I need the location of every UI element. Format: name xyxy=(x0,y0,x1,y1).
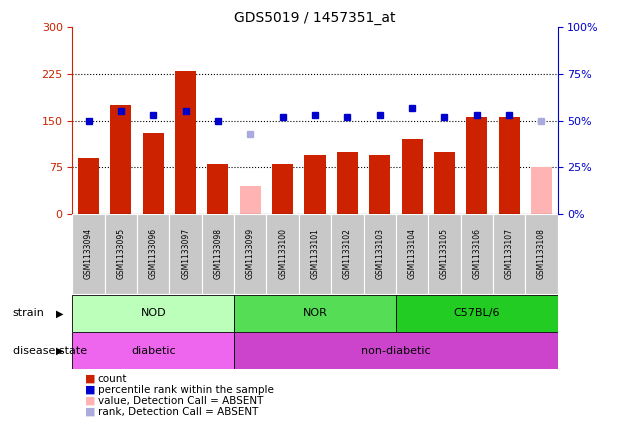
Text: GSM1133108: GSM1133108 xyxy=(537,228,546,279)
Text: NOD: NOD xyxy=(140,308,166,319)
Bar xyxy=(531,167,552,214)
Bar xyxy=(434,151,455,214)
Bar xyxy=(72,332,234,369)
Text: ■: ■ xyxy=(85,396,96,406)
Text: non-diabetic: non-diabetic xyxy=(361,346,431,356)
Bar xyxy=(207,164,229,214)
Bar xyxy=(337,151,358,214)
Bar xyxy=(175,71,196,214)
Text: count: count xyxy=(98,374,127,384)
Text: value, Detection Call = ABSENT: value, Detection Call = ABSENT xyxy=(98,396,263,406)
Text: ▶: ▶ xyxy=(56,346,64,356)
Bar xyxy=(266,214,299,294)
Text: ■: ■ xyxy=(85,385,96,395)
Text: GSM1133105: GSM1133105 xyxy=(440,228,449,279)
Bar xyxy=(202,214,234,294)
Bar xyxy=(105,214,137,294)
Bar xyxy=(169,214,202,294)
Text: disease state: disease state xyxy=(13,346,87,356)
Bar xyxy=(72,214,105,294)
Bar xyxy=(234,332,558,369)
Text: rank, Detection Call = ABSENT: rank, Detection Call = ABSENT xyxy=(98,407,258,417)
Bar xyxy=(466,118,487,214)
Bar xyxy=(299,214,331,294)
Text: GSM1133094: GSM1133094 xyxy=(84,228,93,279)
Bar xyxy=(461,214,493,294)
Text: diabetic: diabetic xyxy=(131,346,176,356)
Text: GSM1133095: GSM1133095 xyxy=(117,228,125,279)
Bar xyxy=(137,214,169,294)
Bar xyxy=(493,214,525,294)
Text: GSM1133103: GSM1133103 xyxy=(375,228,384,279)
Bar xyxy=(304,155,326,214)
Text: GSM1133097: GSM1133097 xyxy=(181,228,190,279)
Text: ▶: ▶ xyxy=(56,308,64,319)
Bar xyxy=(240,186,261,214)
Bar xyxy=(78,158,99,214)
Bar xyxy=(143,133,164,214)
Text: strain: strain xyxy=(13,308,45,319)
Bar xyxy=(272,164,293,214)
Text: GSM1133096: GSM1133096 xyxy=(149,228,158,279)
Text: GSM1133099: GSM1133099 xyxy=(246,228,255,279)
Text: NOR: NOR xyxy=(302,308,328,319)
Text: GSM1133101: GSM1133101 xyxy=(311,228,319,279)
Bar xyxy=(364,214,396,294)
Bar xyxy=(234,214,266,294)
Bar xyxy=(428,214,461,294)
Text: GSM1133098: GSM1133098 xyxy=(214,228,222,279)
Text: C57BL/6: C57BL/6 xyxy=(454,308,500,319)
Bar xyxy=(396,295,558,332)
Bar xyxy=(369,155,390,214)
Bar xyxy=(525,214,558,294)
Bar xyxy=(72,295,234,332)
Bar xyxy=(396,214,428,294)
Bar xyxy=(110,105,132,214)
Text: GSM1133100: GSM1133100 xyxy=(278,228,287,279)
Text: percentile rank within the sample: percentile rank within the sample xyxy=(98,385,273,395)
Bar xyxy=(401,139,423,214)
Text: GSM1133106: GSM1133106 xyxy=(472,228,481,279)
Bar xyxy=(498,118,520,214)
Text: GSM1133104: GSM1133104 xyxy=(408,228,416,279)
Bar xyxy=(234,295,396,332)
Text: ■: ■ xyxy=(85,407,96,417)
Text: GDS5019 / 1457351_at: GDS5019 / 1457351_at xyxy=(234,11,396,25)
Text: GSM1133102: GSM1133102 xyxy=(343,228,352,279)
Text: ■: ■ xyxy=(85,374,96,384)
Text: GSM1133107: GSM1133107 xyxy=(505,228,513,279)
Bar xyxy=(331,214,364,294)
